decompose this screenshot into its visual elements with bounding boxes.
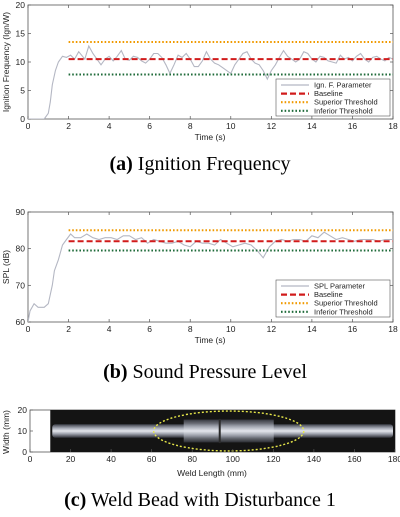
disturbance-ellipse (152, 410, 305, 452)
x-tick-label: 0 (26, 121, 31, 131)
x-tick-label: 12 (267, 121, 277, 131)
legend-label: Superior Threshold (314, 299, 378, 308)
x-tick-label: 80 (187, 454, 197, 464)
caption-a: (a) Ignition Frequency (109, 153, 290, 175)
x-tick-label: 18 (388, 324, 398, 334)
y-tick-label: 90 (16, 207, 26, 217)
y-tick-label: 60 (16, 317, 26, 327)
caption-b: (b) Sound Pressure Level (103, 361, 307, 383)
x-tick-label: 2 (66, 121, 71, 131)
axis-ticks-a: 0 2 4 6 8 10 12 14 16 18 0 5 10 15 20 (16, 0, 398, 131)
y-tick-label: 20 (18, 405, 28, 415)
x-tick-label: 10 (226, 121, 236, 131)
x-tick-label: 8 (188, 121, 193, 131)
caption-c: (c) Weld Bead with Disturbance 1 (64, 489, 336, 511)
legend-label: Baseline (314, 290, 343, 299)
x-tick-label: 140 (307, 454, 321, 464)
weld-bead-image (50, 410, 396, 452)
y-tick-label: 80 (16, 244, 26, 254)
caption-c-tag: (c) (64, 489, 86, 511)
series-group-a (28, 41, 393, 119)
y-tick-label: 10 (16, 57, 26, 67)
x-tick-label: 40 (106, 454, 116, 464)
legend-label: Inferior Threshold (314, 106, 373, 115)
x-tick-label: 4 (107, 324, 112, 334)
x-tick-label: 180 (388, 454, 400, 464)
legend-label: Superior Threshold (314, 98, 378, 107)
x-tick-label: 16 (348, 324, 358, 334)
y-tick-label: 5 (20, 86, 25, 96)
axis-ticks-c: 0 20 40 60 80 100 120 140 160 180 0 10 20 (18, 405, 400, 464)
y-tick-label: 0 (22, 447, 27, 457)
series-line (28, 44, 393, 119)
x-tick-label: 18 (388, 121, 398, 131)
y-tick-label: 15 (16, 29, 26, 39)
y-axis-label-c: Width (mm) (1, 410, 11, 454)
caption-b-text: Sound Pressure Level (128, 361, 308, 383)
disturbance-bead (183, 419, 274, 443)
y-axis-label-a: Ignition Frequency (Ign/W) (1, 12, 11, 112)
legend-label: Inferior Threshold (314, 307, 373, 316)
caption-a-text: Ignition Frequency (133, 153, 291, 175)
x-axis-label-b: Time (s) (195, 335, 226, 345)
x-tick-label: 100 (226, 454, 240, 464)
caption-b-tag: (b) (103, 361, 127, 383)
x-tick-label: 2 (66, 324, 71, 334)
x-tick-label: 6 (147, 324, 152, 334)
panel-b: 0 2 4 6 8 10 12 14 16 18 60 70 80 90 Time (s) SPL (dB… (1, 207, 398, 383)
x-tick-label: 6 (147, 121, 152, 131)
x-axis-label-c: Weld Length (mm) (177, 468, 247, 478)
y-tick-label: 10 (18, 426, 28, 436)
legend-label: SPL Parameter (314, 282, 365, 291)
x-tick-label: 16 (348, 121, 358, 131)
x-tick-label: 14 (307, 324, 317, 334)
x-tick-label: 160 (347, 454, 361, 464)
panel-a: 0 2 4 6 8 10 12 14 16 18 0 5 10 15 20 Time (s) Ignitio… (1, 0, 398, 175)
x-axis-label-a: Time (s) (195, 132, 226, 142)
legend-label: Ign. F. Parameter (314, 81, 372, 90)
y-axis-label-b: SPL (dB) (1, 250, 11, 284)
caption-c-text: Weld Bead with Disturbance 1 (86, 489, 336, 511)
x-tick-label: 0 (26, 324, 31, 334)
x-tick-label: 14 (307, 121, 317, 131)
x-tick-label: 8 (188, 324, 193, 334)
x-tick-label: 0 (28, 454, 33, 464)
y-tick-label: 20 (16, 0, 26, 10)
x-tick-label: 12 (267, 324, 277, 334)
y-tick-label: 0 (20, 114, 25, 124)
x-tick-label: 60 (147, 454, 157, 464)
series-group-b (28, 229, 393, 322)
panel-c: 0 20 40 60 80 100 120 140 160 180 0 10 20 Weld Lengt… (1, 405, 400, 511)
caption-a-tag: (a) (109, 153, 132, 175)
x-tick-label: 120 (266, 454, 280, 464)
x-tick-label: 20 (66, 454, 76, 464)
x-tick-label: 4 (107, 121, 112, 131)
legend-label: Baseline (314, 89, 343, 98)
x-tick-label: 10 (226, 324, 236, 334)
y-tick-label: 70 (16, 280, 26, 290)
axis-ticks-b: 0 2 4 6 8 10 12 14 16 18 60 70 80 90 (16, 207, 398, 334)
